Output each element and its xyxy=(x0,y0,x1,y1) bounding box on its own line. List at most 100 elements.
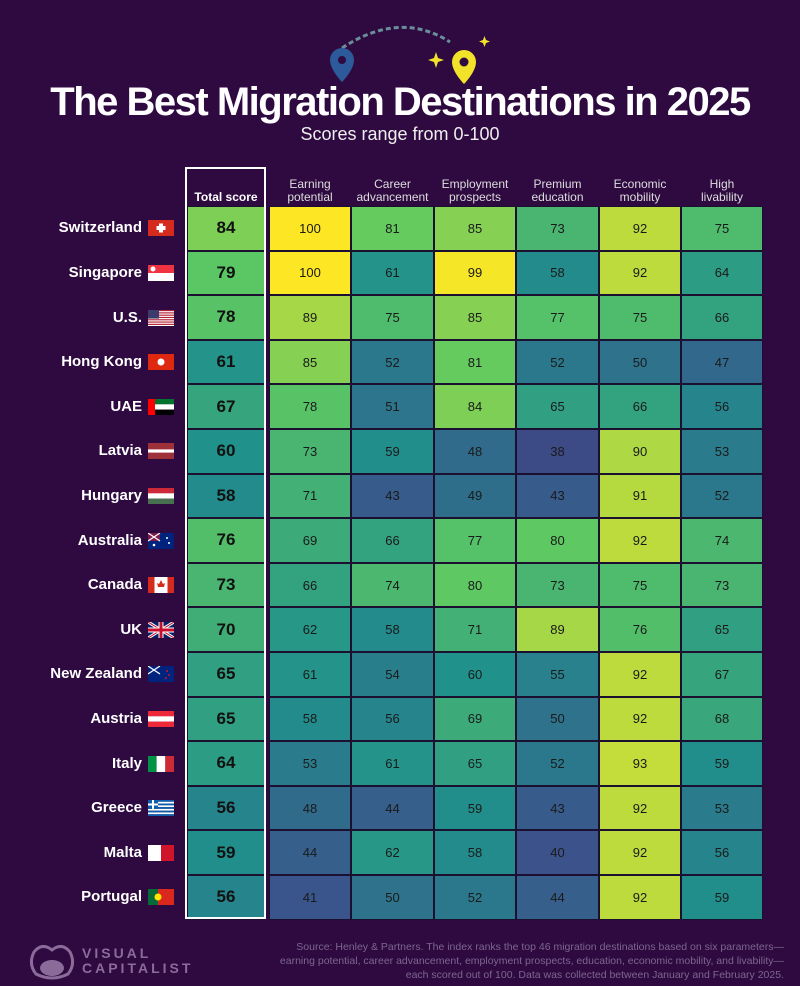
country-label: Canada xyxy=(87,576,142,594)
score-cell: 61 xyxy=(351,250,434,296)
score-cell: 69 xyxy=(434,696,516,742)
score-cell: 69 xyxy=(269,518,351,563)
total-score-cell: 78 xyxy=(187,295,265,340)
score-cell: 44 xyxy=(351,785,434,831)
score-cell: 92 xyxy=(599,652,681,697)
country-label: Portugal xyxy=(81,888,142,906)
score-cell: 73 xyxy=(516,562,599,608)
score-cell: 92 xyxy=(599,518,681,563)
score-cell: 55 xyxy=(516,652,599,697)
column-header: Employment prospects xyxy=(441,177,509,204)
score-cell: 60 xyxy=(434,652,516,697)
score-cell: 75 xyxy=(351,295,434,340)
page-subtitle: Scores range from 0-100 xyxy=(300,124,500,144)
score-cell: 43 xyxy=(516,785,599,831)
score-cell: 48 xyxy=(269,785,351,831)
score-cell: 52 xyxy=(434,875,516,920)
score-cell: 38 xyxy=(516,429,599,474)
score-cell: 61 xyxy=(269,652,351,697)
score-cell: 62 xyxy=(351,830,434,875)
score-cell: 65 xyxy=(681,607,763,652)
score-cell: 73 xyxy=(681,562,763,608)
score-cell: 47 xyxy=(681,339,763,385)
score-cell: 85 xyxy=(434,295,516,340)
score-cell: 53 xyxy=(681,429,763,474)
score-cell: 75 xyxy=(599,562,681,608)
score-cell: 58 xyxy=(434,830,516,875)
score-cell: 81 xyxy=(351,206,434,251)
country-label: New Zealand xyxy=(50,665,142,683)
source-note: Source: Henley & Partners. The index ran… xyxy=(279,941,784,981)
score-cell: 49 xyxy=(434,473,516,519)
score-cell: 40 xyxy=(516,830,599,875)
score-cell: 58 xyxy=(516,250,599,296)
score-cell: 92 xyxy=(599,206,681,251)
country-label: Hungary xyxy=(81,486,142,504)
score-cell: 52 xyxy=(516,339,599,385)
portugal-flag-icon xyxy=(148,889,174,906)
country-label: Hong Kong xyxy=(61,353,142,371)
column-header: Earning potential xyxy=(287,177,333,204)
singapore-flag-icon xyxy=(148,264,174,281)
switzerland-flag-icon xyxy=(148,220,174,237)
total-score-cell: 56 xyxy=(187,875,265,920)
total-score-cell: 73 xyxy=(187,562,265,608)
score-cell: 74 xyxy=(681,518,763,563)
country-label: U.S. xyxy=(112,308,142,326)
total-score-cell: 76 xyxy=(187,518,265,563)
logo-icon xyxy=(29,945,75,980)
score-cell: 65 xyxy=(434,741,516,786)
score-cell: 92 xyxy=(599,875,681,920)
score-cell: 64 xyxy=(681,250,763,296)
score-cell: 92 xyxy=(599,696,681,742)
score-cell: 44 xyxy=(516,875,599,920)
score-cell: 44 xyxy=(269,830,351,875)
hungary-flag-icon xyxy=(148,487,174,504)
score-cell: 78 xyxy=(269,384,351,429)
italy-flag-icon xyxy=(148,755,174,772)
us-flag-icon xyxy=(148,309,174,326)
score-cell: 75 xyxy=(681,206,763,251)
score-cell: 92 xyxy=(599,830,681,875)
country-label: Latvia xyxy=(98,442,142,460)
total-score-cell: 70 xyxy=(187,607,265,652)
country-label: Australia xyxy=(77,531,142,549)
score-cell: 80 xyxy=(434,562,516,608)
country-label: Singapore xyxy=(68,263,142,281)
score-cell: 66 xyxy=(269,562,351,608)
score-cell: 91 xyxy=(599,473,681,519)
score-cell: 61 xyxy=(351,741,434,786)
score-cell: 41 xyxy=(269,875,351,920)
score-cell: 92 xyxy=(599,785,681,831)
score-cell: 85 xyxy=(269,339,351,385)
score-cell: 76 xyxy=(599,607,681,652)
country-label: Austria xyxy=(90,709,142,727)
total-score-cell: 65 xyxy=(187,652,265,697)
score-cell: 66 xyxy=(681,295,763,340)
column-header: Economic mobility xyxy=(613,177,667,204)
score-cell: 80 xyxy=(516,518,599,563)
country-label: UK xyxy=(120,620,142,638)
australia-flag-icon xyxy=(147,532,174,549)
score-cell: 50 xyxy=(599,339,681,385)
score-cell: 43 xyxy=(351,473,434,519)
latvia-flag-icon xyxy=(148,443,174,460)
score-cell: 58 xyxy=(269,696,351,742)
score-cell: 89 xyxy=(269,295,351,340)
logo-line-2: CAPITALIST xyxy=(82,960,194,976)
total-score-cell: 67 xyxy=(187,384,265,429)
column-header: Premium education xyxy=(531,177,584,204)
total-score-cell: 79 xyxy=(187,250,265,296)
logo-line-1: VISUAL xyxy=(82,945,152,961)
score-cell: 65 xyxy=(516,384,599,429)
uk-flag-icon xyxy=(147,620,175,639)
total-score-cell: 56 xyxy=(187,785,265,831)
score-cell: 51 xyxy=(351,384,434,429)
country-label: Italy xyxy=(111,754,142,772)
score-cell: 59 xyxy=(434,785,516,831)
malta-flag-icon xyxy=(148,844,174,861)
score-cell: 54 xyxy=(351,652,434,697)
score-cell: 81 xyxy=(434,339,516,385)
new-zealand-flag-icon xyxy=(147,665,174,683)
total-score-cell: 65 xyxy=(187,696,265,742)
